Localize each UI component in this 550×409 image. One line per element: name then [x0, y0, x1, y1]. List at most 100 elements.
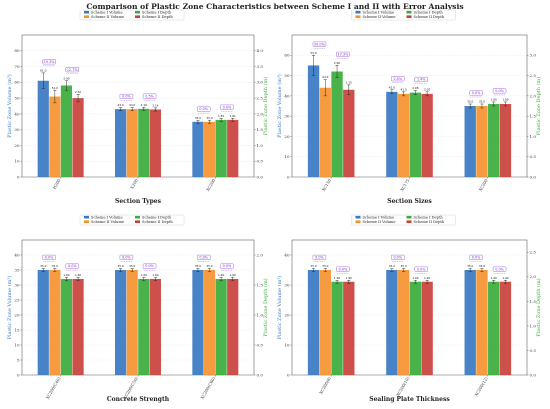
- percent-label: 1.4%: [417, 78, 426, 82]
- bar: [343, 89, 355, 177]
- data-label: 35.0: [206, 264, 212, 268]
- data-label: 42.0: [389, 85, 395, 89]
- bar: [421, 93, 433, 177]
- bar: [499, 281, 512, 375]
- y-axis-label: Plastic Zone Volume (m³): [6, 276, 13, 340]
- y2-tick-label: 2.5: [530, 250, 537, 255]
- legend-label: Scheme II Volume: [91, 220, 124, 224]
- data-label: 2.05: [424, 87, 430, 91]
- x-tick-label: XC200(8): [318, 376, 332, 395]
- percent-label: 20.0%: [314, 42, 326, 46]
- y2-axis-label: Plastic Zone Depth (m): [262, 77, 269, 135]
- y2-tick-label: 3.0: [257, 80, 264, 85]
- legend-swatch: [135, 15, 140, 18]
- legend-label: Scheme II Depth: [414, 220, 445, 224]
- percent-badge: [336, 51, 350, 57]
- data-label: 2.60: [334, 61, 340, 65]
- bar: [138, 108, 150, 177]
- legend-swatch: [355, 215, 361, 219]
- data-label: 1.80: [502, 98, 508, 102]
- bar: [72, 98, 84, 177]
- data-label: 1.60: [63, 273, 69, 277]
- legend-label: Scheme II Depth: [142, 220, 173, 224]
- legend: [79, 214, 185, 226]
- y2-tick-label: 2.0: [530, 274, 537, 279]
- bar: [421, 281, 433, 375]
- bar: [115, 109, 127, 177]
- legend-swatch: [84, 215, 89, 219]
- percent-badge: [142, 263, 157, 269]
- percent-label: 0.0%: [122, 256, 131, 260]
- y2-tick-label: 1.5: [530, 114, 537, 119]
- data-label: 35.0: [322, 264, 328, 268]
- legend-swatch: [406, 15, 412, 18]
- legend-label: Scheme I Depth: [142, 215, 172, 219]
- y-tick-label: 10: [284, 154, 290, 159]
- legend-label: Scheme I Volume: [91, 10, 123, 14]
- percent-badge: [469, 90, 483, 96]
- bar: [331, 281, 343, 375]
- percent-label: 0.0%: [199, 107, 208, 111]
- y-tick-label: 50: [14, 96, 20, 101]
- percent-badge: [414, 266, 428, 272]
- percent-badge: [42, 59, 56, 65]
- percent-label: 0.0%: [223, 264, 232, 268]
- x-tick-label: XC200: [478, 178, 489, 193]
- data-label: 1.90: [334, 276, 340, 280]
- y-tick-label: 20: [14, 312, 20, 317]
- y-tick-label: 25: [14, 297, 20, 302]
- bar: [149, 109, 161, 177]
- y-axis-label: Plastic Zone Volume (m³): [6, 74, 13, 138]
- percent-label: 0.0%: [122, 95, 131, 99]
- legend-swatch: [406, 10, 412, 14]
- x-tick-label: XC200(12): [474, 376, 489, 398]
- percent-badge: [312, 254, 327, 260]
- data-label: 2.16: [141, 103, 147, 107]
- legend: [351, 9, 456, 21]
- percent-badge: [197, 254, 211, 260]
- plot-area: [21, 34, 255, 178]
- legend-swatch: [355, 10, 361, 14]
- bar: [476, 106, 488, 177]
- y-tick-label: 10: [284, 342, 290, 347]
- bar: [126, 270, 138, 375]
- percent-badge: [142, 93, 157, 99]
- bar: [464, 106, 476, 177]
- chart-panel-2: 0 10 20 30 40 50 60 0.0 0.5 1.0 1.5 2.0 2.5 3.0 Plasti…: [276, 9, 542, 205]
- y2-tick-label: 2.5: [530, 73, 537, 78]
- y-tick-label: 80: [14, 48, 20, 53]
- bar: [499, 103, 512, 177]
- y2-tick-label: 0.5: [257, 159, 264, 164]
- legend-label: Scheme II Depth: [142, 15, 173, 19]
- x-tick-label: XC200: [205, 178, 216, 193]
- y2-axis-label: Plastic Zone Depth (m): [262, 278, 269, 336]
- data-label: 61.0: [40, 68, 46, 72]
- x-tick-label: H200: [52, 178, 62, 191]
- bar: [319, 87, 331, 177]
- data-label: 2.90: [63, 76, 69, 80]
- y-axis-label: Plastic Zone Volume (m³): [276, 276, 283, 340]
- y2-tick-label: 2.5: [257, 96, 264, 101]
- data-label: 35.0: [52, 264, 58, 268]
- percent-badge: [492, 266, 507, 272]
- y-tick-label: 40: [284, 252, 290, 257]
- data-label: 1.60: [141, 273, 147, 277]
- percent-label: 0.0%: [495, 267, 504, 271]
- data-label: 35.0: [206, 116, 212, 120]
- bar: [343, 281, 355, 375]
- bar: [488, 103, 500, 177]
- chart-panel-1: 0 10 20 30 40 50 60 70 80 0.0 0.5 1.0 1.5 2.0 2.5 3.0 3.…: [6, 9, 269, 205]
- legend-swatch: [135, 10, 140, 14]
- legend: [79, 9, 185, 21]
- percent-label: 0.0%: [495, 89, 504, 93]
- percent-badge: [391, 254, 405, 260]
- y-tick-label: 0: [17, 372, 20, 377]
- data-label: 43.0: [117, 103, 123, 107]
- legend-swatch: [84, 10, 89, 14]
- bar: [37, 270, 49, 375]
- bar: [149, 279, 161, 375]
- data-label: 35.0: [479, 264, 485, 268]
- percent-badge: [42, 254, 56, 260]
- x-tick-label: X200: [129, 178, 139, 190]
